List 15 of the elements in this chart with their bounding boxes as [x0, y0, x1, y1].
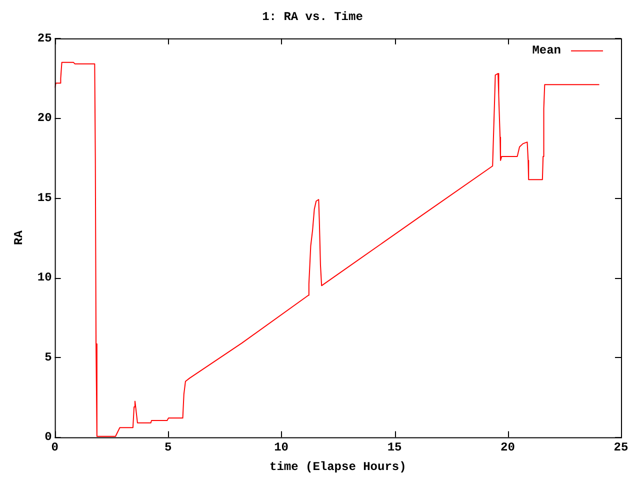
- x-tick-label: 15: [387, 440, 402, 454]
- y-tick-label: 10: [37, 270, 52, 285]
- y-axis-title: RA: [12, 230, 26, 246]
- y-tick-label: 5: [44, 350, 52, 364]
- y-tick-label: 20: [37, 111, 52, 126]
- chart-title: 1: RA vs. Time: [262, 10, 363, 24]
- y-tick-label: 15: [37, 190, 52, 205]
- legend-label: Mean: [532, 43, 561, 58]
- x-tick-label: 10: [274, 440, 288, 454]
- y-tick-label: 25: [37, 31, 52, 46]
- x-tick-label: 5: [164, 440, 172, 454]
- x-tick-label: 25: [614, 440, 628, 454]
- x-axis-title: time (Elapse Hours): [269, 460, 406, 474]
- x-tick-label: 20: [500, 440, 515, 454]
- y-tick-label: 0: [44, 430, 52, 444]
